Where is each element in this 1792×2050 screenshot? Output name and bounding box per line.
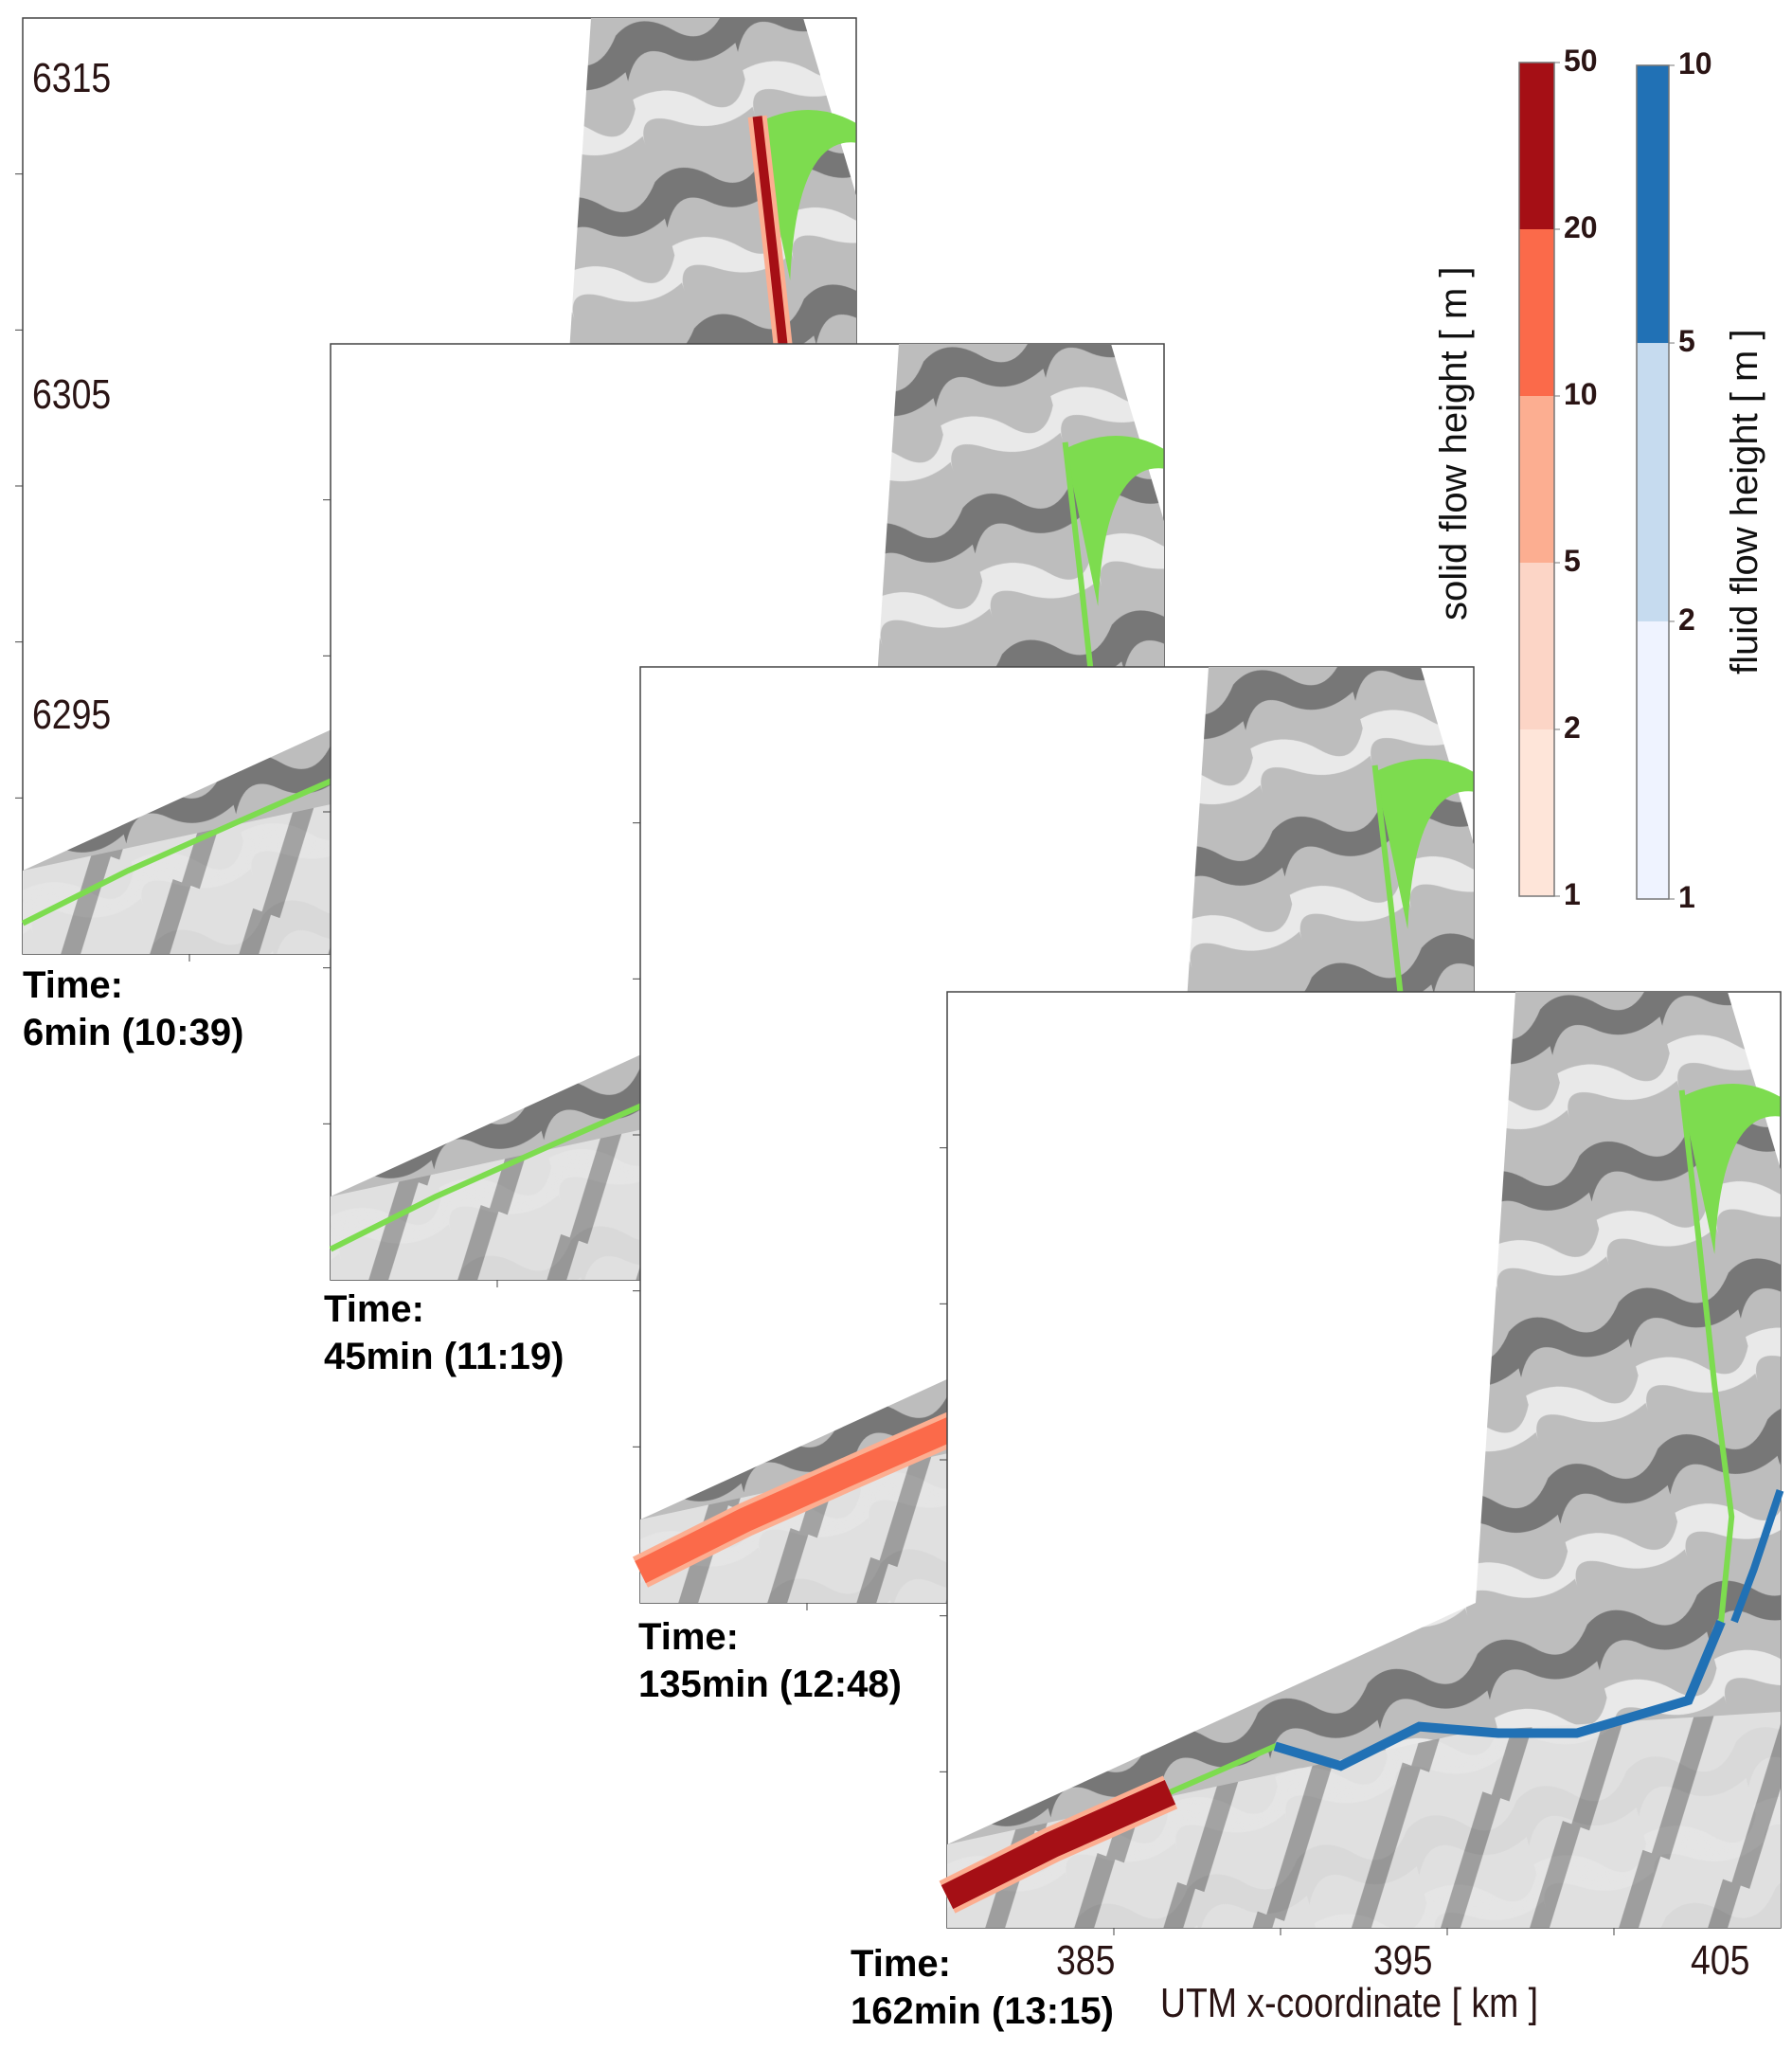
time-label-2: Time: 45min (11:19) [324,1288,564,1377]
colorbar-solid [1518,62,1555,897]
fluid-flow-tributary [1730,1489,1784,1624]
colorbar-bin [1637,343,1669,621]
colorbar-tick-label: 1 [1564,877,1581,911]
x-tick-label: 395 [1373,1937,1433,1984]
solid-colorbar-label: solid flow height [ m ] [1433,266,1475,621]
colorbar-tick-label: 5 [1564,544,1581,578]
x-axis-label: UTM x-coordinate [ km ] [1160,1980,1539,2026]
y-tick-label: 6295 [32,692,112,738]
colorbar-tick-label: 10 [1678,46,1712,81]
colorbar-tick-label: 20 [1564,210,1598,244]
colorbar-tick-label: 2 [1678,602,1695,637]
colorbar-tick-label: 5 [1678,324,1695,359]
colorbar-bin [1519,396,1554,563]
time-label-4: Time: 162min (13:15) [851,1943,1114,2032]
colorbar-bin [1637,65,1669,344]
map-panel-4 [939,991,1784,1935]
release-area [1681,1083,1781,1254]
hillshade-terrain-south [947,1712,1781,1928]
solid-flow [941,1780,1176,1910]
colorbar-fluid [1636,64,1670,900]
colorbar-bin [1519,63,1554,229]
colorbar-tick-label: 1 [1678,880,1695,914]
time-label-1: Time: 6min (10:39) [23,964,244,1053]
fluid-flow [1273,1619,1726,1771]
release-area [757,109,856,280]
time-label-3: Time: 135min (12:48) [638,1616,902,1705]
fluid-colorbar-label: fluid flow height [ m ] [1724,329,1765,674]
x-tick-label: 405 [1691,1937,1750,1984]
y-tick-label: 6315 [32,55,112,101]
colorbar-bin [1519,729,1554,896]
release-area [1374,758,1474,929]
hillshade-terrain [947,992,1781,1928]
colorbar-bin [1519,563,1554,729]
colorbar-tick-label: 50 [1564,44,1598,78]
colorbar-tick-label: 10 [1564,377,1598,411]
colorbar-tick-label: 2 [1564,710,1581,745]
y-tick-label: 6305 [32,371,112,418]
release-area [1065,435,1164,606]
colorbar-bin [1519,229,1554,396]
x-tick-label: 385 [1056,1937,1116,1984]
colorbar-bin [1637,620,1669,899]
